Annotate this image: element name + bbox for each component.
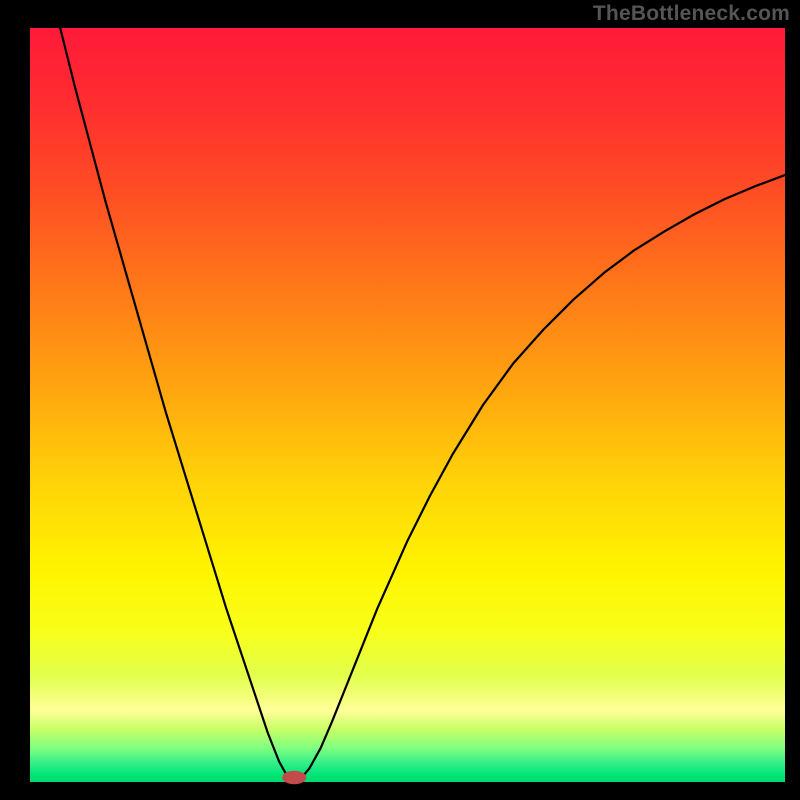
plot-background xyxy=(30,28,785,782)
watermark-text: TheBottleneck.com xyxy=(593,2,790,26)
chart-frame: TheBottleneck.com xyxy=(0,0,800,800)
chart-svg xyxy=(0,0,800,800)
bottleneck-marker xyxy=(282,771,306,785)
